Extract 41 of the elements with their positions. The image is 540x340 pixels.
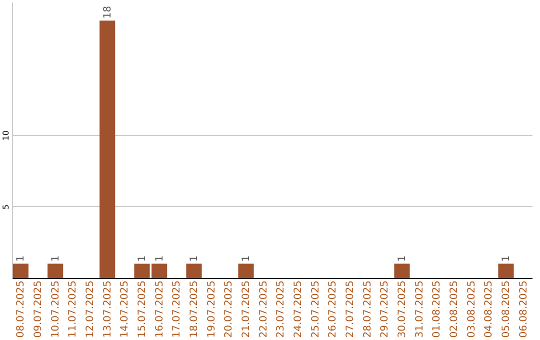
x-tick-label: 01.08.2025 [432, 280, 443, 338]
x-tick-label: 16.07.2025 [154, 280, 166, 338]
x-tick-label: 23.07.2025 [276, 280, 287, 338]
data-label: 1 [189, 255, 200, 262]
x-tick-label: 30.07.2025 [397, 280, 408, 338]
x-tick-label: 05.08.2025 [501, 280, 512, 338]
y-tick-label: 10 [2, 130, 10, 141]
y-tick-label: 5 [2, 204, 10, 210]
x-tick-label: 15.07.2025 [137, 280, 148, 338]
data-label: 1 [501, 255, 512, 262]
x-tick-label: 29.07.2025 [380, 280, 391, 338]
x-tick-label: 27.07.2025 [345, 280, 356, 338]
x-tick-label: 10.07.2025 [50, 280, 62, 338]
data-label: 1 [137, 255, 148, 262]
x-tick-label: 09.07.2025 [33, 280, 44, 338]
x-tick-label: 20.07.2025 [224, 280, 235, 338]
x-tick-label: 12.07.2025 [85, 280, 96, 338]
data-label: 1 [241, 255, 252, 262]
x-tick-label: 31.07.2025 [414, 280, 426, 338]
x-tick-label: 06.08.2025 [518, 280, 530, 338]
data-label: 1 [50, 255, 62, 262]
x-tick-label: 13.07.2025 [102, 280, 114, 338]
data-label: 1 [16, 255, 27, 262]
x-tick-label: 14.07.2025 [120, 280, 131, 338]
data-label: 1 [154, 255, 166, 262]
x-tick-label: 17.07.2025 [172, 280, 183, 338]
x-tick-label: 18.07.2025 [189, 280, 200, 338]
data-label: 18 [102, 6, 114, 19]
x-tick-label: 03.08.2025 [466, 280, 478, 338]
x-tick-label: 21.07.2025 [241, 280, 252, 338]
x-tick-label: 22.07.2025 [258, 280, 270, 338]
x-tick-label: 25.07.2025 [310, 280, 322, 338]
x-tick-label: 04.08.2025 [484, 280, 495, 338]
data-label: 1 [397, 255, 408, 262]
x-tick-label: 02.08.2025 [449, 280, 460, 338]
x-tick-label: 24.07.2025 [293, 280, 304, 338]
x-tick-label: 08.07.2025 [16, 280, 27, 338]
x-tick-label: 28.07.2025 [362, 280, 374, 338]
x-tick-label: 19.07.2025 [206, 280, 218, 338]
x-tick-label: 11.07.2025 [68, 280, 79, 338]
x-tick-label: 26.07.2025 [328, 280, 339, 338]
